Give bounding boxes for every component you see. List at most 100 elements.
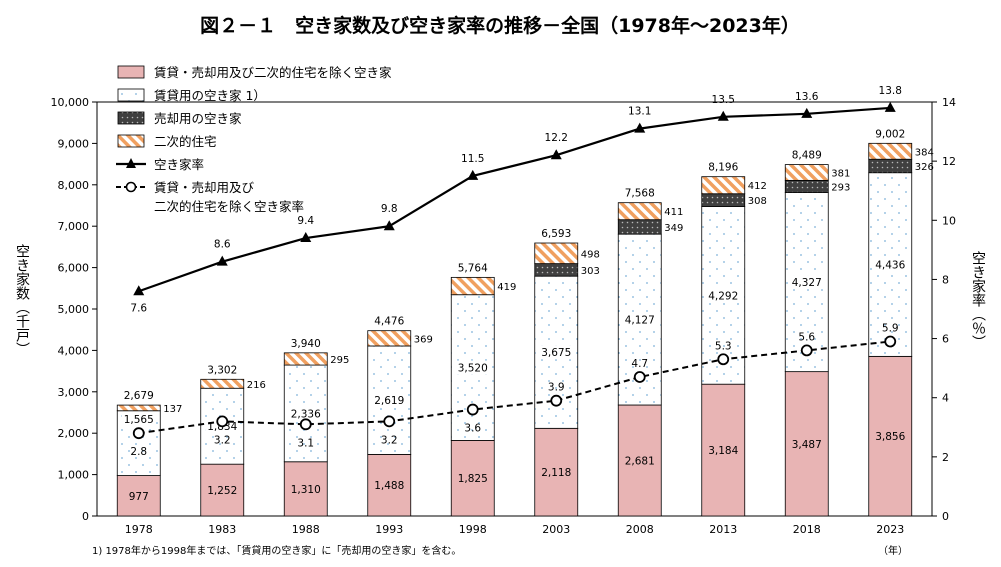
bar-value-label: 2,681 [625,456,655,468]
line-marker-circle [383,415,396,428]
y-tick-label-left: 9,000 [58,137,90,150]
bar-value-label: 977 [129,491,149,503]
bar-total-label: 5,764 [458,262,488,274]
y-tick-label-right: 4 [942,392,949,405]
bar-label-bg [539,345,574,360]
line-marker-circle [466,403,479,416]
line-value-label: 3.1 [297,437,314,449]
bar-segment [868,355,913,517]
y-tick-label-left: 5,000 [58,303,90,316]
bar-value-label: 369 [414,334,433,345]
bar-value-label: 308 [748,196,767,207]
bar-label-bg [873,257,908,272]
bar-value-label: 1,252 [207,485,237,497]
bar-segment [367,453,412,517]
legend-label: 二次的住宅 [154,134,217,149]
line-marker-circle [216,415,229,428]
y-tick-label-left: 2,000 [58,427,90,440]
bar-value-label: 216 [247,380,266,391]
line-marker-triangle [801,107,813,118]
bar-value-label: 295 [330,355,349,366]
y-tick-label-right: 12 [942,155,956,168]
line-value-label: 5.3 [715,340,732,352]
line-value-label: 3.2 [214,434,231,446]
y-tick-label-left: 10,000 [51,96,90,109]
y-tick-label-right: 2 [942,451,949,464]
line-marker-triangle [634,122,646,133]
y-tick-label-left: 0 [82,510,89,523]
line-value-label: 2.8 [130,446,147,458]
y-tick-label-right: 6 [942,333,949,346]
bar-value-label: 4,327 [792,277,822,289]
bar-value-label: 419 [497,282,516,293]
x-tick-label: 2003 [542,523,570,536]
x-tick-label: 2013 [709,523,737,536]
y-tick-label-right: 10 [942,214,956,227]
bar-segment [701,176,746,195]
line-value-label: 11.5 [461,153,484,165]
legend-label: 賃貸用の空き家 1） [154,88,266,103]
legend-label: 空き家率 [154,157,204,172]
bar-value-label: 137 [163,404,182,415]
bar-segment [617,202,662,221]
bar-label-bg [372,393,407,408]
y-tick-label-left: 3,000 [58,386,90,399]
x-tick-label: 1993 [375,523,403,536]
bar-total-label: 2,679 [124,390,154,402]
bars: 9771,5651372,6791,2521,8342163,3021,3102… [116,128,934,517]
bar-segment [617,219,662,235]
line-value-label: 13.8 [879,85,902,97]
bar-value-label: 3,184 [708,445,738,457]
bar-value-label: 381 [831,168,850,179]
bar-segment [784,371,829,517]
line-marker-circle [132,427,145,440]
x-tick-label: 2018 [793,523,821,536]
lines: 7.6 8.6 9.4 9.8 11.5 12.2 13.1 13.5 13.6 13.8 2.8 3… [130,85,902,458]
line-value-label: 9.8 [381,203,398,215]
line-value-label: 3.9 [548,382,565,394]
bar-total-label: 4,476 [374,316,404,328]
line-value-label: 7.6 [130,302,147,314]
line-value-label: 3.2 [381,434,398,446]
line-marker-triangle [717,110,729,121]
bar-value-label: 349 [664,223,683,234]
line-marker-triangle [884,101,896,112]
bar-segment [784,164,829,181]
bar-value-label: 3,520 [458,363,488,375]
bar-label-bg [789,275,824,290]
line-value-label: 4.7 [631,358,648,370]
legend-label: 賃貸・売却用及び二次的住宅を除く空き家 [154,65,392,80]
x-tick-label: 1998 [459,523,487,536]
bar-segment [868,158,913,174]
bar-segment [116,404,161,412]
bar-value-label: 2,336 [291,408,321,420]
bar-segment [283,461,328,517]
line-marker-triangle [133,285,145,296]
y-tick-label-right: 8 [942,273,949,286]
line-value-label: 13.5 [712,94,735,106]
bar-value-label: 1,825 [458,473,488,485]
x-tick-label: 1988 [292,523,320,536]
x-tick-label: 2023 [876,523,904,536]
line-marker-circle [550,394,563,407]
bar-segment [701,383,746,517]
line-marker-triangle [216,255,228,266]
bar-label-bg [622,312,657,327]
bar-value-label: 326 [915,162,934,173]
y-tick-label-left: 4,000 [58,344,90,357]
bar-value-label: 384 [915,147,934,158]
bar-segment [784,179,829,193]
y-axis-left-label: 空き家数（千戸） [14,244,30,356]
line-marker-triangle [467,169,479,180]
bar-segment [200,463,245,517]
legend-swatch [117,134,145,148]
legend-marker [126,158,136,168]
line-marker-circle [884,335,897,348]
bar-segment [534,427,579,517]
bar-label-bg [288,406,323,421]
x-tick-label: 1978 [125,523,153,536]
bar-segment [116,475,161,517]
legend-label: 賃貸・売却用及び [154,180,255,195]
